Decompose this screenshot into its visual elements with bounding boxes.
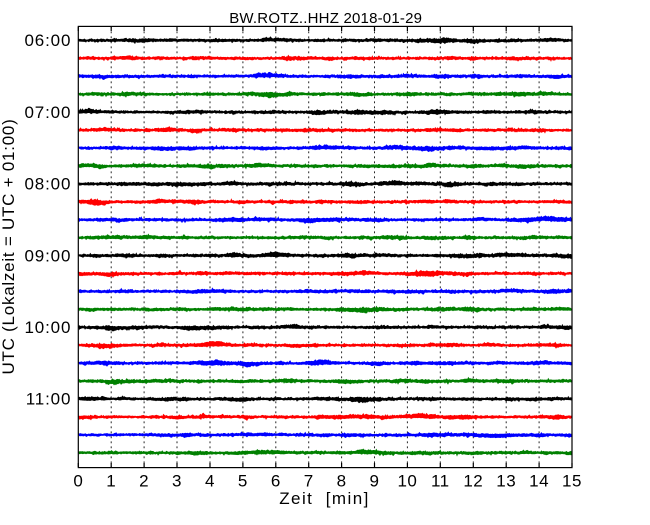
svg-text:12: 12 bbox=[463, 471, 483, 490]
svg-text:5: 5 bbox=[238, 471, 248, 490]
svg-text:10: 10 bbox=[397, 471, 417, 490]
svg-text:11:00: 11:00 bbox=[26, 390, 72, 409]
svg-text:8: 8 bbox=[337, 471, 347, 490]
svg-text:7: 7 bbox=[304, 471, 314, 490]
svg-text:0: 0 bbox=[73, 471, 83, 490]
svg-text:1: 1 bbox=[106, 471, 116, 490]
svg-text:UTC (Lokalzeit = UTC + 01:00): UTC (Lokalzeit = UTC + 01:00) bbox=[0, 118, 18, 374]
svg-text:Zeit [min]: Zeit [min] bbox=[279, 489, 370, 508]
svg-text:08:00: 08:00 bbox=[25, 175, 72, 194]
svg-text:11: 11 bbox=[431, 471, 450, 490]
svg-text:09:00: 09:00 bbox=[25, 246, 72, 265]
svg-text:07:00: 07:00 bbox=[25, 103, 72, 122]
svg-text:4: 4 bbox=[205, 471, 215, 490]
svg-text:2: 2 bbox=[139, 471, 149, 490]
svg-text:BW.ROTZ..HHZ 2018-01-29: BW.ROTZ..HHZ 2018-01-29 bbox=[229, 10, 422, 27]
svg-text:3: 3 bbox=[172, 471, 182, 490]
svg-text:06:00: 06:00 bbox=[25, 31, 72, 50]
svg-text:10:00: 10:00 bbox=[25, 318, 72, 337]
svg-text:14: 14 bbox=[529, 471, 549, 490]
svg-text:9: 9 bbox=[370, 471, 380, 490]
svg-text:6: 6 bbox=[271, 471, 281, 490]
svg-text:15: 15 bbox=[562, 471, 582, 490]
svg-text:13: 13 bbox=[496, 471, 516, 490]
